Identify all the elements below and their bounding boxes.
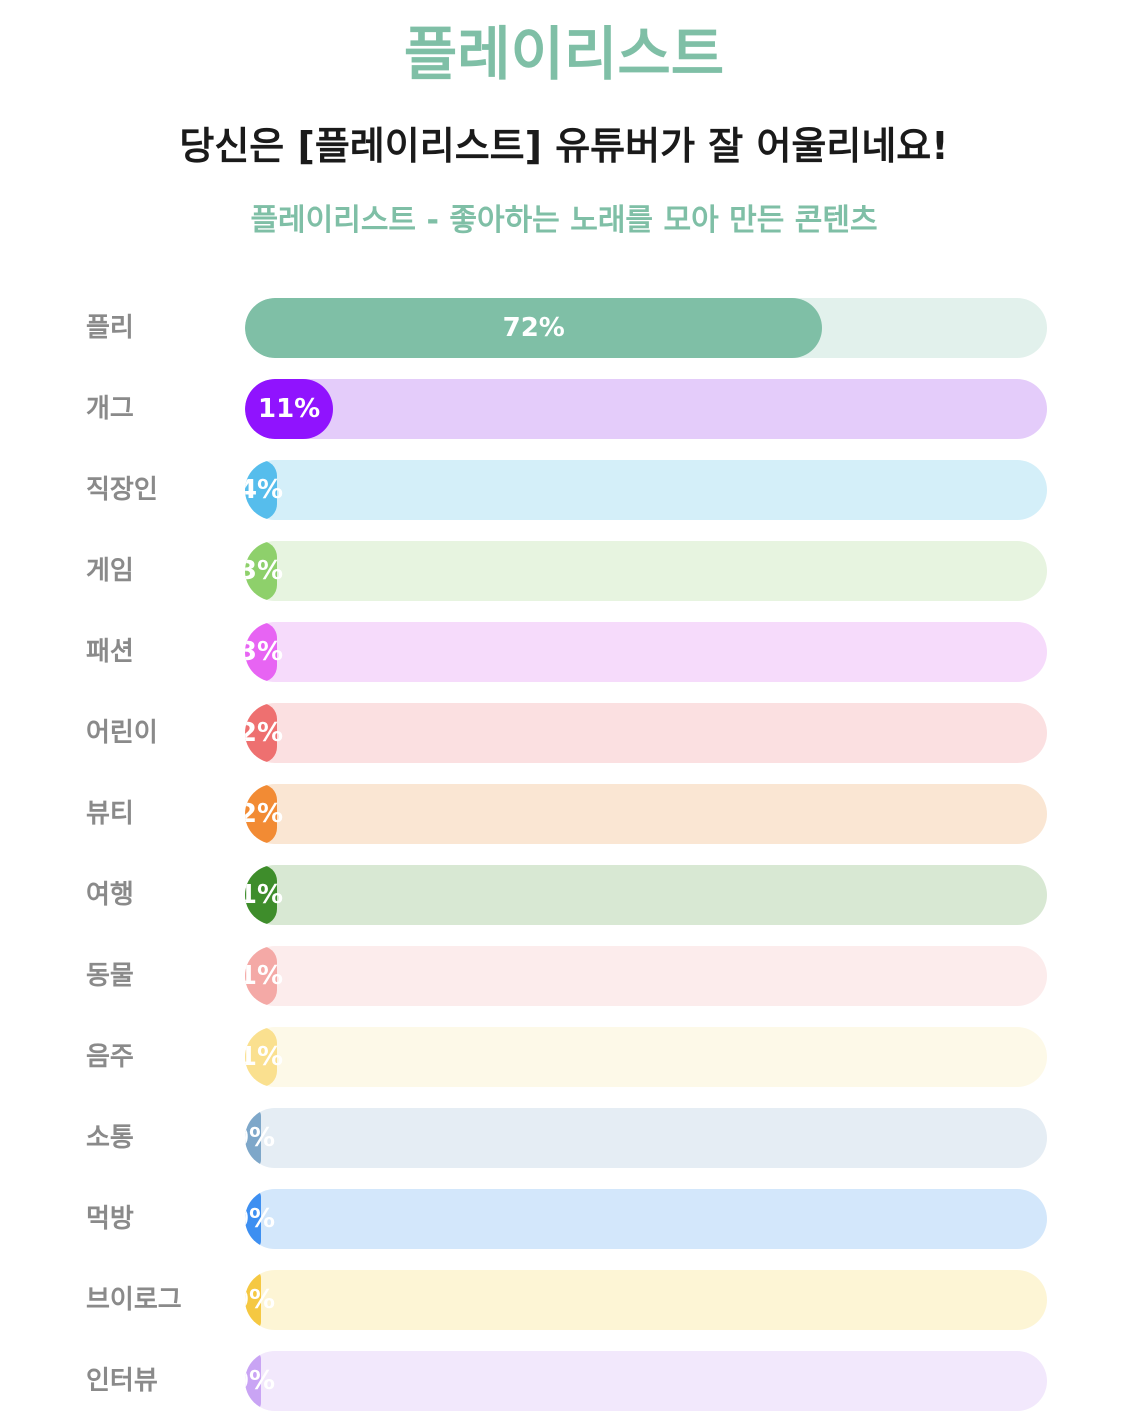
category-label: 개그 [86, 394, 134, 424]
bar-track: 72% [245, 298, 1047, 358]
bar-fill [245, 460, 278, 520]
bar-fill [245, 1270, 261, 1330]
category-label: 동물 [86, 961, 134, 991]
percentage-label: 11% [257, 394, 321, 424]
page-title: 플레이리스트 [403, 20, 725, 88]
bar-track: 3% [245, 622, 1047, 682]
bar-track: 1% [245, 946, 1047, 1006]
category-label: 패션 [86, 637, 134, 667]
result-headline: 당신은 [플레이리스트] 유튜버가 잘 어울리네요! [179, 124, 949, 168]
percentage-label: 4% [245, 475, 284, 505]
bar-track: 0% [245, 1108, 1047, 1168]
bar-fill [245, 622, 277, 682]
bar-track: 11% [245, 379, 1047, 439]
bar-fill [245, 784, 277, 844]
percentage-label: 1% [245, 880, 284, 910]
bar-track: 2% [245, 784, 1047, 844]
bar-track: 2% [245, 703, 1047, 763]
percentage-label: 0% [245, 1285, 276, 1315]
category-label: 소통 [86, 1123, 134, 1153]
bar-track: 4% [245, 460, 1047, 520]
category-label: 브이로그 [86, 1285, 182, 1315]
percentage-label: 3% [245, 637, 284, 667]
category-label: 어린이 [86, 718, 158, 748]
bar-track: 1% [245, 1027, 1047, 1087]
bar-track: 1% [245, 865, 1047, 925]
category-label: 게임 [86, 556, 134, 586]
category-label: 직장인 [86, 475, 158, 505]
percentage-label: 1% [245, 961, 284, 991]
result-subtitle: 플레이리스트 - 좋아하는 노래를 모아 만든 콘텐츠 [250, 203, 878, 238]
category-label: 인터뷰 [86, 1366, 158, 1396]
percentage-label: 0% [245, 1123, 276, 1153]
bar-fill [245, 865, 277, 925]
bar-fill [245, 946, 277, 1006]
bar-track: 0% [245, 1189, 1047, 1249]
bar-fill [245, 1351, 261, 1411]
percentage-label: 2% [245, 718, 284, 748]
bar-fill [245, 541, 277, 601]
bar-track: 0% [245, 1270, 1047, 1330]
percentage-label: 3% [245, 556, 284, 586]
category-label: 플리 [86, 313, 134, 343]
bar-fill [245, 1108, 261, 1168]
category-label: 먹방 [86, 1204, 134, 1234]
bar-fill [245, 703, 277, 763]
percentage-label: 0% [245, 1366, 276, 1396]
category-label: 뷰티 [86, 799, 134, 829]
bar-fill [245, 1027, 277, 1087]
bar-fill [245, 379, 334, 439]
percentage-label: 72% [502, 313, 565, 343]
bar-track: 0% [245, 1351, 1047, 1411]
bar-fill [245, 1189, 261, 1249]
category-label: 여행 [86, 880, 134, 910]
percentage-label: 1% [245, 1042, 284, 1072]
percentage-label: 2% [245, 799, 284, 829]
bar-fill [245, 298, 823, 358]
category-label: 음주 [86, 1042, 134, 1072]
bar-track: 3% [245, 541, 1047, 601]
percentage-label: 0% [245, 1204, 276, 1234]
